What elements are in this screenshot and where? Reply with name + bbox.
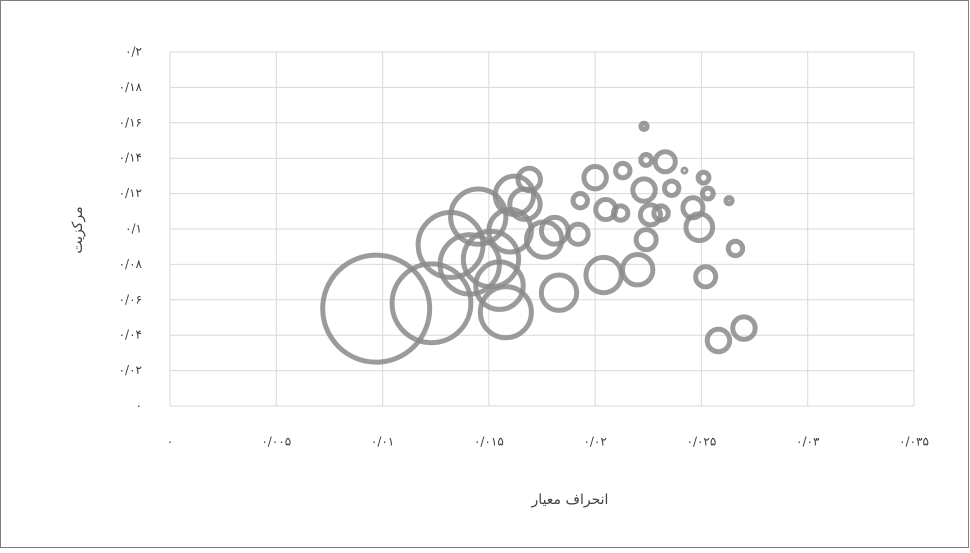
bubble	[630, 176, 658, 204]
bubble	[610, 203, 631, 223]
bubble	[507, 186, 543, 222]
x-tick-label: ۰/۰۰۵	[261, 435, 291, 449]
bubble	[565, 221, 591, 247]
y-tick-label: ۰/۱۸	[119, 80, 143, 94]
bubble	[619, 252, 656, 288]
bubble	[699, 185, 716, 202]
x-tick-label: ۰/۰۳	[796, 435, 820, 449]
bubble	[638, 120, 650, 132]
bubble	[725, 238, 746, 259]
bubble	[581, 163, 609, 192]
y-tick-label: ۰/۰۲	[119, 363, 142, 377]
y-axis-title: مرکزیت	[70, 206, 86, 253]
x-axis-title: انحراف معیار	[531, 492, 609, 508]
bubble	[704, 326, 733, 355]
y-tick-label: ۰	[136, 399, 142, 413]
y-tick-label: ۰/۱۴	[119, 151, 142, 165]
x-tick-label: ۰/۰۱۵	[474, 435, 504, 449]
bubble	[652, 149, 678, 175]
y-tick-label: ۰/۰۶	[119, 292, 142, 306]
x-tick-label: ۰/۰۳۵	[899, 435, 929, 449]
bubble	[389, 261, 474, 346]
bubble	[437, 232, 502, 297]
bubble	[477, 284, 534, 341]
bubble	[613, 160, 633, 181]
x-tick-label: ۰/۰۲	[583, 435, 606, 449]
bubble	[723, 195, 735, 207]
bubble	[730, 314, 758, 342]
bubble	[638, 152, 655, 168]
bubble	[633, 227, 659, 253]
bubble	[320, 252, 433, 365]
bubble	[473, 259, 526, 312]
y-tick-label: ۰/۰۸	[119, 257, 143, 271]
bubble	[683, 211, 716, 244]
x-tick-label: ۰/۰۱	[371, 435, 394, 449]
x-tick-label: ۰/۰۲۵	[687, 435, 717, 449]
bubble	[538, 272, 580, 313]
bubble	[570, 190, 590, 211]
bubble	[693, 264, 719, 290]
bubble	[448, 186, 509, 247]
bubble	[661, 178, 682, 198]
y-tick-label: ۰/۲	[125, 45, 142, 59]
y-tick-label: ۰/۱۶	[119, 115, 142, 129]
bubble	[680, 166, 689, 175]
bubble	[695, 169, 712, 186]
bubble	[637, 202, 663, 228]
y-tick-label: ۰/۱	[125, 222, 142, 236]
y-tick-label: ۰/۰۴	[119, 328, 142, 342]
bubble	[651, 203, 671, 223]
x-tick-label: ۰	[167, 435, 173, 449]
y-tick-label: ۰/۱۲	[119, 186, 142, 200]
